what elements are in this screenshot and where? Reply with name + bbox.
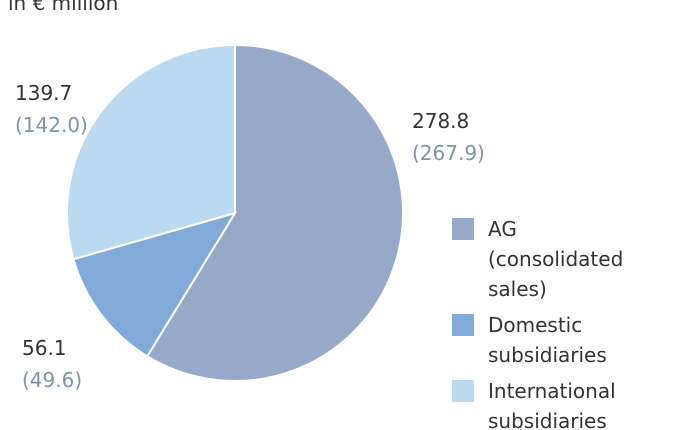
prior-year-label: (49.6) [22, 368, 82, 392]
pie-slice [145, 43, 404, 382]
legend-swatch [452, 380, 474, 402]
pie-slice [72, 211, 238, 358]
prior-year-label: (142.0) [15, 113, 88, 137]
legend-item: International subsidiaries [452, 376, 652, 430]
legend-item: AG (consolidated sales) [452, 214, 652, 304]
legend-swatch [452, 314, 474, 336]
prior-year-label: (267.9) [412, 141, 485, 165]
value-label: 56.1 [22, 336, 67, 360]
legend-item: Domestic subsidiaries [452, 310, 652, 370]
legend-label: Domestic subsidiaries [488, 313, 607, 367]
legend-swatch [452, 218, 474, 240]
legend: AG (consolidated sales) Domestic subsidia… [452, 214, 652, 430]
value-label: 278.8 [412, 109, 469, 133]
legend-label: AG (consolidated sales) [488, 217, 624, 301]
value-label: 139.7 [15, 81, 72, 105]
legend-label: International subsidiaries [488, 379, 616, 430]
chart-subtitle: in € million [8, 0, 118, 15]
pie-slice [66, 43, 236, 261]
